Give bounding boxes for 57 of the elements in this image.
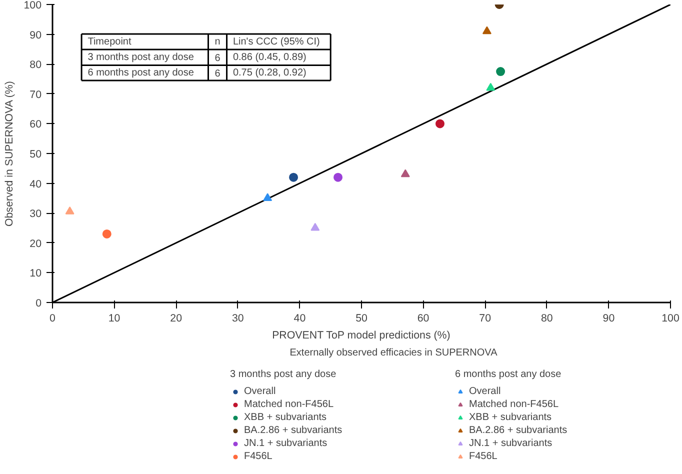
y-tick-label: 10 — [30, 268, 42, 280]
x-tick-label: 90 — [602, 312, 615, 324]
y-tick-label: 80 — [30, 59, 42, 72]
point — [435, 119, 444, 128]
y-tick-label: 0 — [36, 298, 42, 310]
y-tick-label: 50 — [30, 148, 42, 160]
y-tick-label: 100 — [24, 0, 42, 12]
legend-label: XBB + subvariants — [469, 412, 552, 423]
x-tick-label: 0 — [50, 312, 56, 324]
text: 6 months post any dose — [455, 369, 562, 380]
annotation: 0.86 (0.45, 0.89) — [232, 52, 306, 63]
y-tick-label: 20 — [30, 238, 42, 250]
y-tick-label: 30 — [30, 208, 42, 220]
point — [102, 229, 112, 238]
x-tick-label: 10 — [108, 312, 120, 324]
point — [263, 193, 272, 202]
legend-label: BA.2.86 + subvariants — [469, 425, 568, 436]
legend-label: Matched non-F456L — [469, 399, 559, 410]
point — [334, 172, 343, 182]
x-tick-label: 50 — [356, 312, 368, 324]
x-tick-label: 40 — [294, 312, 306, 324]
point — [400, 169, 410, 178]
x-tick-label: 70 — [479, 312, 492, 324]
legend-label: Matched non-F456L — [244, 399, 334, 410]
legend-label: F456L — [244, 451, 272, 462]
annotation: 0.75 (0.28, 0.92) — [232, 67, 306, 78]
x-tick-label: 100 — [662, 312, 680, 324]
annotation: 6 — [214, 52, 221, 64]
x-tick-label: 20 — [170, 312, 182, 324]
annotation: Timepoint — [88, 36, 132, 48]
x-tick-label: 60 — [417, 312, 430, 324]
annotation: 6 months post any dose — [88, 67, 194, 78]
point — [289, 172, 298, 182]
legend-label: Overall — [469, 386, 501, 397]
legend-label: JN.1 + subvariants — [469, 438, 552, 449]
annotation: 3 months post any dose — [88, 52, 194, 63]
point — [65, 206, 74, 214]
x-tick-label: 80 — [540, 312, 553, 324]
point — [496, 67, 506, 76]
legend-label: F456L — [469, 451, 498, 462]
y-tick-label: 70 — [30, 88, 42, 101]
annotation: 6 — [214, 68, 221, 80]
y-tick-label: 60 — [30, 118, 42, 131]
y-axis-title: Observed in SUPERNOVA (%) — [4, 81, 16, 227]
point — [310, 222, 320, 231]
legend-label: XBB + subvariants — [244, 412, 327, 423]
annotation: n — [214, 36, 220, 48]
y-tick-label: 90 — [30, 29, 42, 42]
legend-label: BA.2.86 + subvariants — [244, 425, 342, 436]
annotation: Lin's CCC (95% CI) — [232, 36, 320, 48]
legend-title: Externally observed efficacies in SUPERNOVA — [290, 348, 498, 358]
legend-label: JN.1 + subvariants — [244, 438, 328, 449]
y-tick-label: 40 — [30, 178, 42, 190]
text: 3 months post any dose — [230, 369, 338, 380]
x-axis-title: PROVENT ToP model predictions (%) — [272, 330, 450, 342]
legend-label: Overall — [244, 386, 276, 397]
x-tick-label: 30 — [232, 312, 244, 324]
